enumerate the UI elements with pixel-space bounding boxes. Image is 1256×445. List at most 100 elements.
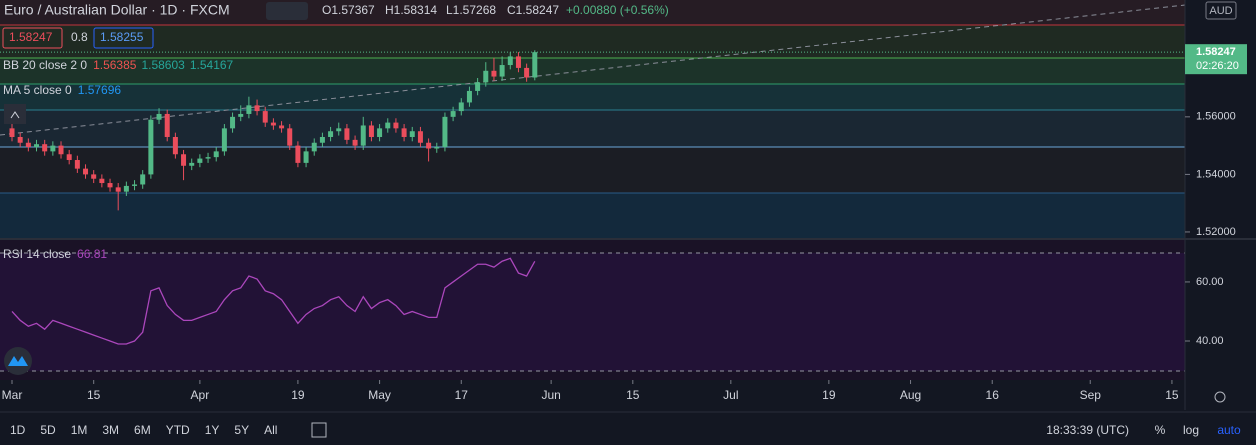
x-tick-label: 16 (986, 388, 1000, 402)
candle-body (34, 144, 40, 148)
range-button[interactable]: 6M (134, 423, 151, 437)
x-tick-label: 15 (87, 388, 101, 402)
candle-body (262, 111, 268, 123)
indicator-value: 1.56385 (93, 58, 137, 72)
logo[interactable] (4, 347, 32, 375)
range-button[interactable]: All (264, 423, 277, 437)
candle-body (99, 178, 105, 184)
collapse-icon (10, 111, 20, 119)
currency[interactable]: AUD (1209, 5, 1232, 17)
currency-box[interactable] (1205, 1, 1237, 20)
candle-body (42, 144, 48, 152)
candle-body (58, 145, 64, 155)
candle-body (295, 145, 301, 163)
zone (0, 193, 1185, 238)
x-tick-label: Jul (723, 388, 738, 402)
zone (0, 25, 1185, 58)
legend: BB 20 close 2 0 1.56385 1.58603 1.54167 MA 5… (3, 58, 234, 261)
buy-price[interactable]: 1.58255 (100, 30, 144, 44)
range-button[interactable]: 3M (102, 423, 119, 437)
sell-button[interactable] (2, 27, 63, 49)
ohlc-high: H1.58314 (385, 3, 437, 17)
rsi-line (11, 257, 536, 345)
ohlc-open: O1.57367 (322, 3, 375, 17)
range-button[interactable]: 1Y (205, 423, 220, 437)
candle-body (107, 183, 113, 188)
candle-body (246, 105, 252, 114)
candle-body (434, 147, 440, 149)
indicator-name: BB 20 close 2 0 (3, 58, 87, 72)
indicator-name: MA 5 close 0 (3, 83, 72, 97)
candle-body (205, 157, 211, 159)
rsi-band (0, 253, 1185, 371)
candle-body (172, 136, 178, 155)
x-tick-label: 15 (1165, 388, 1179, 402)
clock: 18:33:39 (UTC) (1046, 423, 1129, 437)
candle-body (254, 105, 260, 112)
candle-body (417, 131, 423, 143)
candle-body (409, 131, 415, 137)
status-icon (266, 2, 308, 20)
candle-body (311, 142, 317, 152)
candle-body (450, 111, 456, 117)
percent-toggle[interactable]: % (1155, 423, 1166, 437)
candle-body (270, 122, 276, 126)
trend-line (0, 4, 1186, 136)
header: Euro / Australian Dollar · 1D · FXCM O1.… (2, 1, 1237, 375)
candle-body (91, 174, 97, 179)
candle-body (221, 128, 227, 152)
candle-body (238, 113, 244, 117)
rsi-value: 66.81 (77, 247, 107, 261)
candle-body (385, 122, 391, 129)
candle-body (515, 56, 521, 68)
zone (0, 58, 1185, 84)
range-button[interactable]: 5D (40, 423, 56, 437)
candle-body (319, 136, 325, 143)
last-price-label: 1.58247 (1196, 46, 1236, 58)
plot: 1.52000 1.54000 1.56000 40.00 60.00 Mar 15 Apr 1… (0, 44, 1247, 402)
sell-price[interactable]: 1.58247 (9, 30, 53, 44)
indicator-value: 1.57696 (78, 83, 122, 97)
x-tick-label: Aug (900, 388, 921, 402)
logo-icon (8, 356, 28, 366)
zone (0, 84, 1185, 110)
candle-body (132, 184, 138, 186)
candle-body (230, 116, 236, 129)
candle-body (401, 128, 407, 137)
collapse-button[interactable] (4, 104, 26, 124)
candle-body (164, 113, 170, 137)
log-toggle[interactable]: log (1183, 423, 1199, 437)
candle-body (360, 125, 366, 146)
candle-body (25, 142, 31, 148)
candle-body (442, 116, 448, 148)
candle-body (352, 139, 358, 146)
candle-body (83, 168, 89, 175)
x-tick-label: 19 (822, 388, 836, 402)
range-button[interactable]: YTD (166, 423, 190, 437)
candle-body (491, 70, 497, 77)
range-button[interactable]: 1D (10, 423, 26, 437)
spread: 0.8 (71, 30, 88, 44)
candle-body (336, 128, 342, 132)
candle-body (213, 151, 219, 158)
candle-body (344, 128, 350, 140)
candle-body (475, 82, 481, 91)
ohlc-close: C1.58247 (507, 3, 559, 17)
buy-button[interactable] (93, 27, 154, 49)
auto-toggle[interactable]: auto (1217, 423, 1241, 437)
candle-body (466, 90, 472, 103)
candle-body (189, 162, 195, 166)
candle-body (197, 158, 203, 163)
candle-body (483, 70, 489, 83)
range-button[interactable]: 5Y (234, 423, 249, 437)
indicator-value: 1.54167 (190, 58, 234, 72)
settings-icon[interactable] (1214, 391, 1226, 403)
symbol: Euro / Australian Dollar · 1D · FXCM (4, 2, 230, 18)
backgrounds (0, 0, 1256, 413)
date-range-icon[interactable] (311, 422, 327, 438)
range-button[interactable]: 1M (71, 423, 88, 437)
x-tick-label: 15 (626, 388, 640, 402)
candle-body (9, 128, 15, 137)
